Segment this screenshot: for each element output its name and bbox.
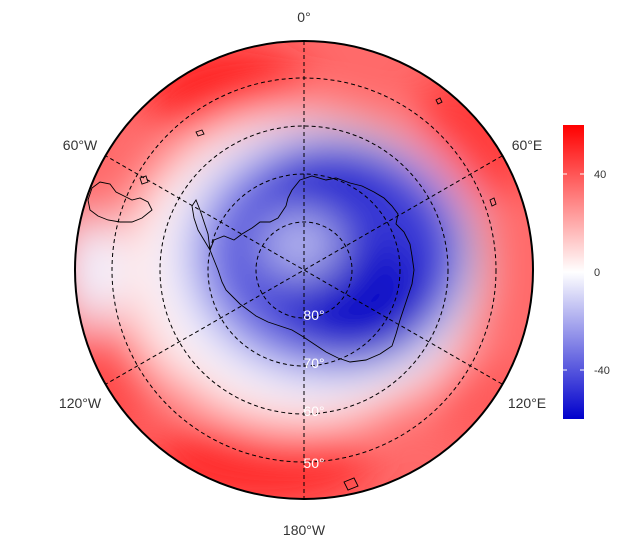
- lat-label-70: 70°: [303, 355, 324, 371]
- lon-label-120w: 120°W: [59, 395, 102, 411]
- lat-circle-80: [255, 221, 353, 319]
- anomaly-field: [75, 41, 533, 499]
- lon-label-180w: 180°W: [283, 522, 326, 538]
- lat-label-50: 50°: [303, 455, 324, 471]
- coastline: [87, 97, 497, 491]
- meridian-lines: [105, 41, 503, 499]
- map-border: [74, 40, 534, 500]
- antarctic-peninsula: [191, 199, 211, 251]
- lat-label-60: 60°: [303, 403, 324, 419]
- lon-label-0: 0°: [297, 9, 310, 25]
- island-4: [435, 97, 443, 105]
- colorbar-tick-label: 40: [594, 169, 606, 181]
- colorbar: 40 0 -40: [563, 125, 610, 419]
- colorbar-gradient: [563, 125, 584, 419]
- island-5: [489, 197, 497, 207]
- lon-label-60e: 60°E: [512, 137, 543, 153]
- meridian-120e-60w: [105, 155, 503, 385]
- lon-label-120e: 120°E: [508, 395, 546, 411]
- lat-label-80: 80°: [303, 307, 324, 323]
- colorbar-tick-label: -40: [594, 365, 610, 377]
- south-america-coastline: [87, 181, 153, 223]
- colorbar-tick-label: 0: [594, 267, 600, 279]
- island-2: [139, 175, 149, 185]
- lon-label-60w: 60°W: [63, 137, 98, 153]
- latitude-labels: 80° 70° 60° 50°: [303, 307, 324, 471]
- island-1: [195, 129, 205, 137]
- antarctica-coastline: [209, 175, 415, 363]
- island-3: [343, 477, 359, 491]
- longitude-labels: 0° 60°E 120°E 180°W 120°W 60°W: [59, 9, 546, 538]
- colorbar-ticks: 40 0 -40: [563, 169, 610, 377]
- meridian-60e-120w: [105, 155, 503, 385]
